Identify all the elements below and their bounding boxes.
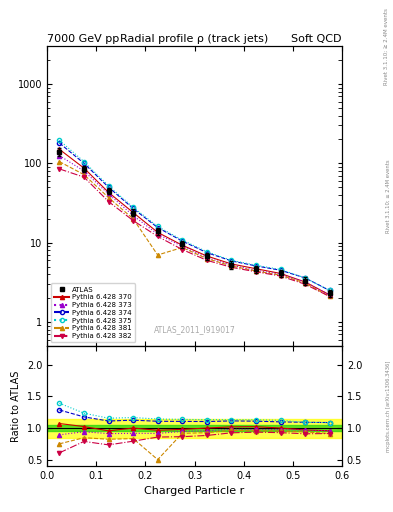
Bar [47,419,342,438]
Text: ATLAS_2011_I919017: ATLAS_2011_I919017 [154,325,235,334]
Text: Rivet 3.1.10; ≥ 2.4M events: Rivet 3.1.10; ≥ 2.4M events [384,8,389,84]
Text: mcplots.cern.ch [arXiv:1306.3436]: mcplots.cern.ch [arXiv:1306.3436] [386,360,391,452]
Text: Rivet 3.1.10; ≥ 2.4M events: Rivet 3.1.10; ≥ 2.4M events [386,159,391,233]
Y-axis label: Ratio to ATLAS: Ratio to ATLAS [11,370,21,442]
Text: 7000 GeV pp: 7000 GeV pp [47,33,119,44]
Legend: ATLAS, Pythia 6.428 370, Pythia 6.428 373, Pythia 6.428 374, Pythia 6.428 375, P: ATLAS, Pythia 6.428 370, Pythia 6.428 37… [51,283,135,343]
Text: Soft QCD: Soft QCD [292,33,342,44]
Bar [47,425,342,431]
X-axis label: Charged Particle r: Charged Particle r [144,486,245,496]
Title: Radial profile ρ (track jets): Radial profile ρ (track jets) [120,34,269,44]
